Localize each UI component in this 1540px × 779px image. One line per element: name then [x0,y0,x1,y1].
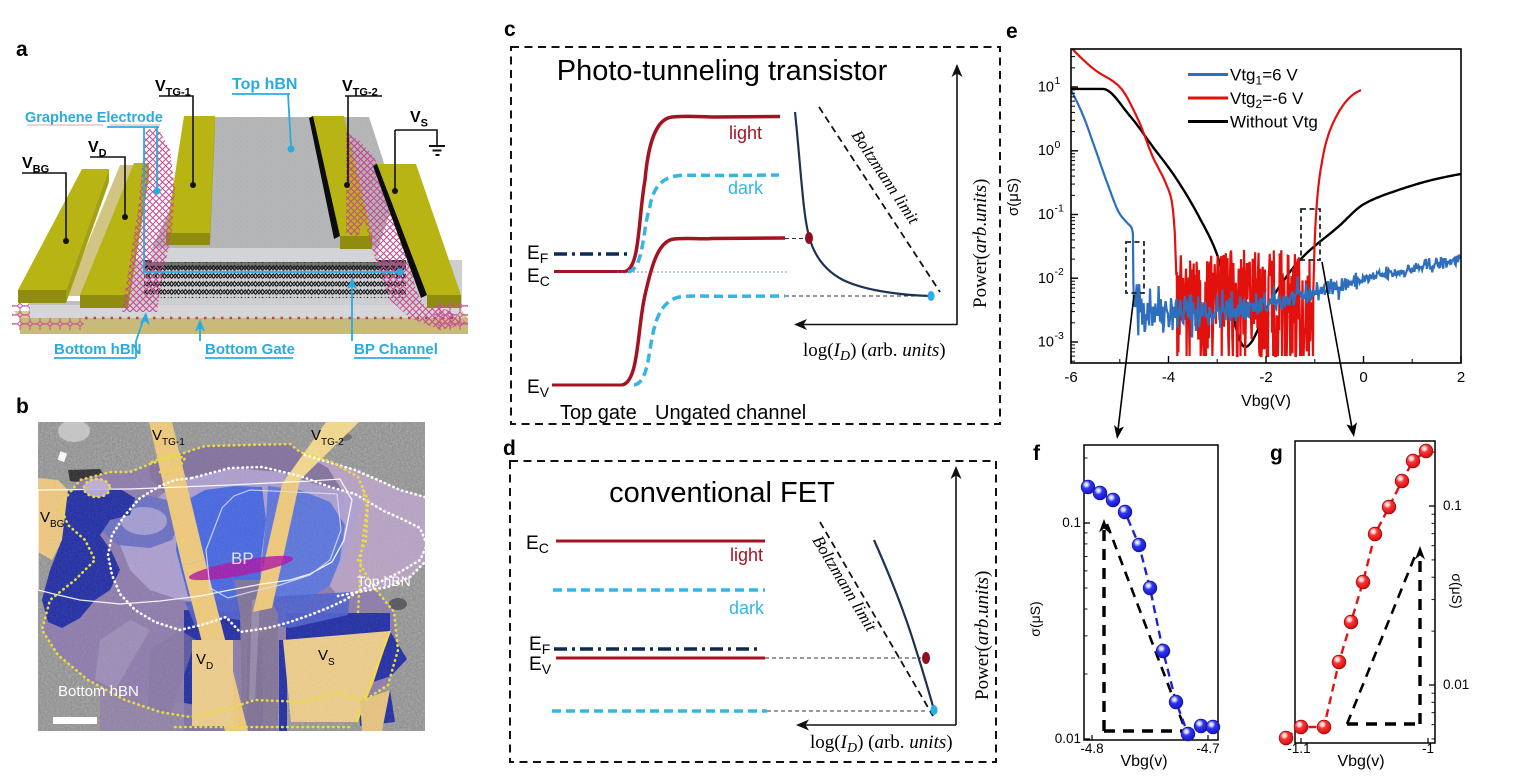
svg-text:Top gate: Top gate [560,402,637,424]
svg-text:dark: dark [728,178,764,198]
svg-text:-4: -4 [1162,369,1175,386]
svg-text:-1: -1 [1422,741,1434,756]
svg-text:c: c [504,18,516,41]
svg-text:0.1: 0.1 [1062,515,1081,530]
svg-text:-4.7: -4.7 [1196,741,1219,756]
svg-text:10: 10 [1038,80,1054,96]
svg-text:Bottom hBN: Bottom hBN [54,341,141,358]
svg-text:σ(μS): σ(μS) [1005,178,1022,216]
svg-text:Vbg(v): Vbg(v) [1337,753,1384,770]
svg-text:Vtg1=6 V: Vtg1=6 V [1230,66,1298,88]
svg-text:Power(arb.units): Power(arb.units) [970,179,991,308]
svg-text:Vbg(v): Vbg(v) [1120,753,1167,770]
svg-text:Ungated channel: Ungated channel [655,402,806,424]
svg-text:0.01: 0.01 [1055,731,1081,746]
svg-text:-1: -1 [1055,203,1064,215]
svg-text:10: 10 [1038,143,1054,159]
svg-text:Vtg2=-6 V: Vtg2=-6 V [1230,89,1304,111]
svg-text:e: e [1006,20,1018,43]
svg-text:σ(μS): σ(μS) [1027,601,1043,636]
svg-text:BP Channel: BP Channel [354,341,438,358]
svg-text:Top hBN: Top hBN [357,573,411,589]
svg-text:Bottom hBN: Bottom hBN [58,683,139,700]
svg-text:0.1: 0.1 [1443,498,1462,513]
svg-text:Photo-tunneling transistor: Photo-tunneling transistor [557,55,888,87]
svg-text:σ(μS): σ(μS) [1449,573,1465,608]
svg-text:-2: -2 [1259,369,1272,386]
svg-text:10: 10 [1038,335,1054,351]
svg-text:-1.1: -1.1 [1287,741,1310,756]
svg-text:light: light [730,545,763,565]
svg-text:2: 2 [1457,369,1465,386]
svg-text:0: 0 [1359,369,1367,386]
svg-text:f: f [1033,442,1041,465]
svg-text:-6: -6 [1064,369,1077,386]
svg-text:dark: dark [729,598,765,618]
svg-text:a: a [16,38,28,61]
svg-text:-3: -3 [1055,330,1064,342]
svg-text:b: b [16,395,29,418]
svg-text:BP: BP [231,549,254,568]
svg-text:-4.8: -4.8 [1080,741,1103,756]
svg-text:Power(arb.units): Power(arb.units) [972,571,993,700]
svg-text:Graphene Electrode: Graphene Electrode [25,110,163,126]
svg-text:log(ID) (arb. units): log(ID) (arb. units) [803,340,946,364]
svg-text:Without Vtg: Without Vtg [1230,113,1318,132]
svg-text:Bottom Gate: Bottom Gate [205,341,295,358]
svg-text:g: g [1270,442,1283,465]
svg-text:0: 0 [1055,139,1061,151]
svg-text:conventional FET: conventional FET [609,477,835,509]
svg-text:log(ID) (arb. units): log(ID) (arb. units) [810,732,953,756]
svg-text:1: 1 [1055,75,1061,87]
svg-text:light: light [729,123,762,143]
svg-text:10: 10 [1038,271,1054,287]
svg-text:Vbg(V): Vbg(V) [1241,393,1291,410]
svg-text:-2: -2 [1055,266,1064,278]
svg-text:Top hBN: Top hBN [232,76,297,93]
svg-text:10: 10 [1038,207,1054,223]
svg-text:0.01: 0.01 [1443,677,1469,692]
svg-text:d: d [503,437,516,460]
